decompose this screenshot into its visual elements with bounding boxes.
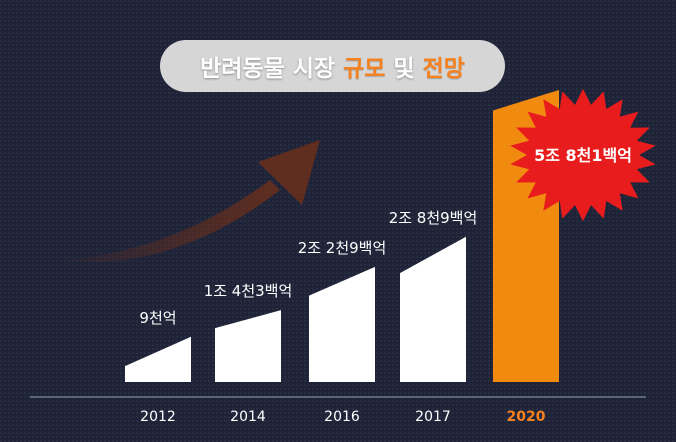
trend-arrow-icon	[55, 140, 320, 263]
value-label-2014: 1조 4천3백억	[204, 282, 293, 300]
chart-title: 반려동물 시장 규모 및 전망	[160, 40, 505, 92]
x-tick-2020: 2020	[507, 409, 546, 425]
title-part-3: 및	[393, 56, 415, 82]
bar-2017	[400, 236, 466, 382]
title-part-4: 전망	[422, 56, 465, 82]
value-label-2016: 2조 2천9백억	[298, 239, 387, 257]
x-tick-labels-group: 2012 2014 2016 2017 2020	[140, 409, 546, 425]
x-tick-2017: 2017	[415, 409, 451, 425]
title-part-2: 규모	[343, 56, 386, 82]
x-tick-2014: 2014	[230, 409, 266, 425]
x-tick-2012: 2012	[140, 409, 176, 425]
x-tick-2016: 2016	[324, 409, 360, 425]
value-label-2012: 9천억	[139, 309, 176, 327]
highlight-value-label: 5조 8천1백억	[534, 146, 632, 165]
starburst-icon	[510, 88, 656, 222]
bar-2016	[309, 266, 375, 382]
bar-2012	[125, 336, 191, 382]
bar-2014	[215, 310, 281, 382]
value-label-2017: 2조 8천9백억	[389, 209, 478, 227]
highlight-burst: 5조 8천1백억	[510, 88, 656, 222]
title-part-1: 반려동물 시장	[200, 56, 336, 82]
